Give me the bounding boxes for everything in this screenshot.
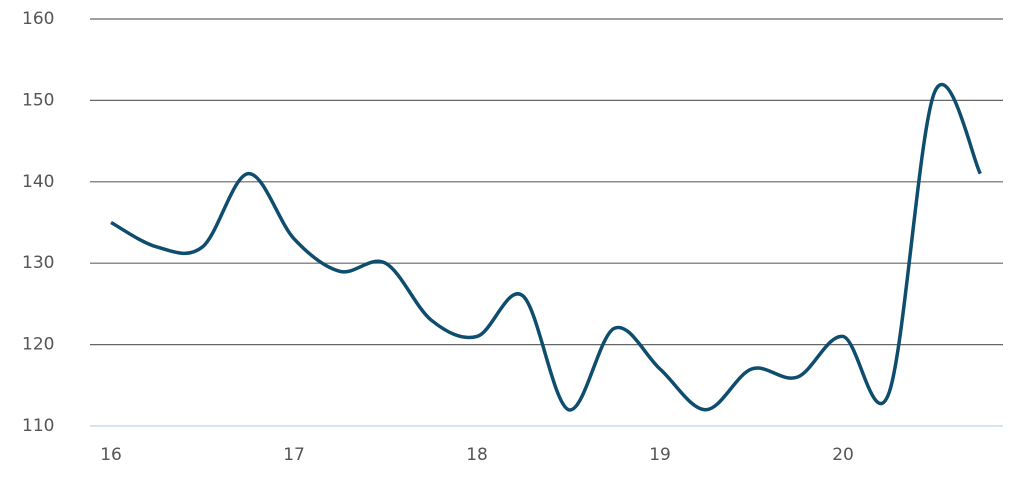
y-tick-label: 150 xyxy=(22,90,54,110)
y-tick-label: 140 xyxy=(22,172,54,192)
x-tick-label: 18 xyxy=(466,445,488,465)
y-tick-label: 110 xyxy=(22,416,54,436)
y-tick-label: 160 xyxy=(22,9,54,29)
y-tick-label: 120 xyxy=(22,335,54,355)
y-tick-label: 130 xyxy=(22,253,54,273)
x-tick-label: 16 xyxy=(100,445,122,465)
x-tick-label: 19 xyxy=(649,445,671,465)
x-tick-label: 17 xyxy=(283,445,305,465)
line-series xyxy=(110,82,982,412)
x-tick-label: 20 xyxy=(832,445,854,465)
